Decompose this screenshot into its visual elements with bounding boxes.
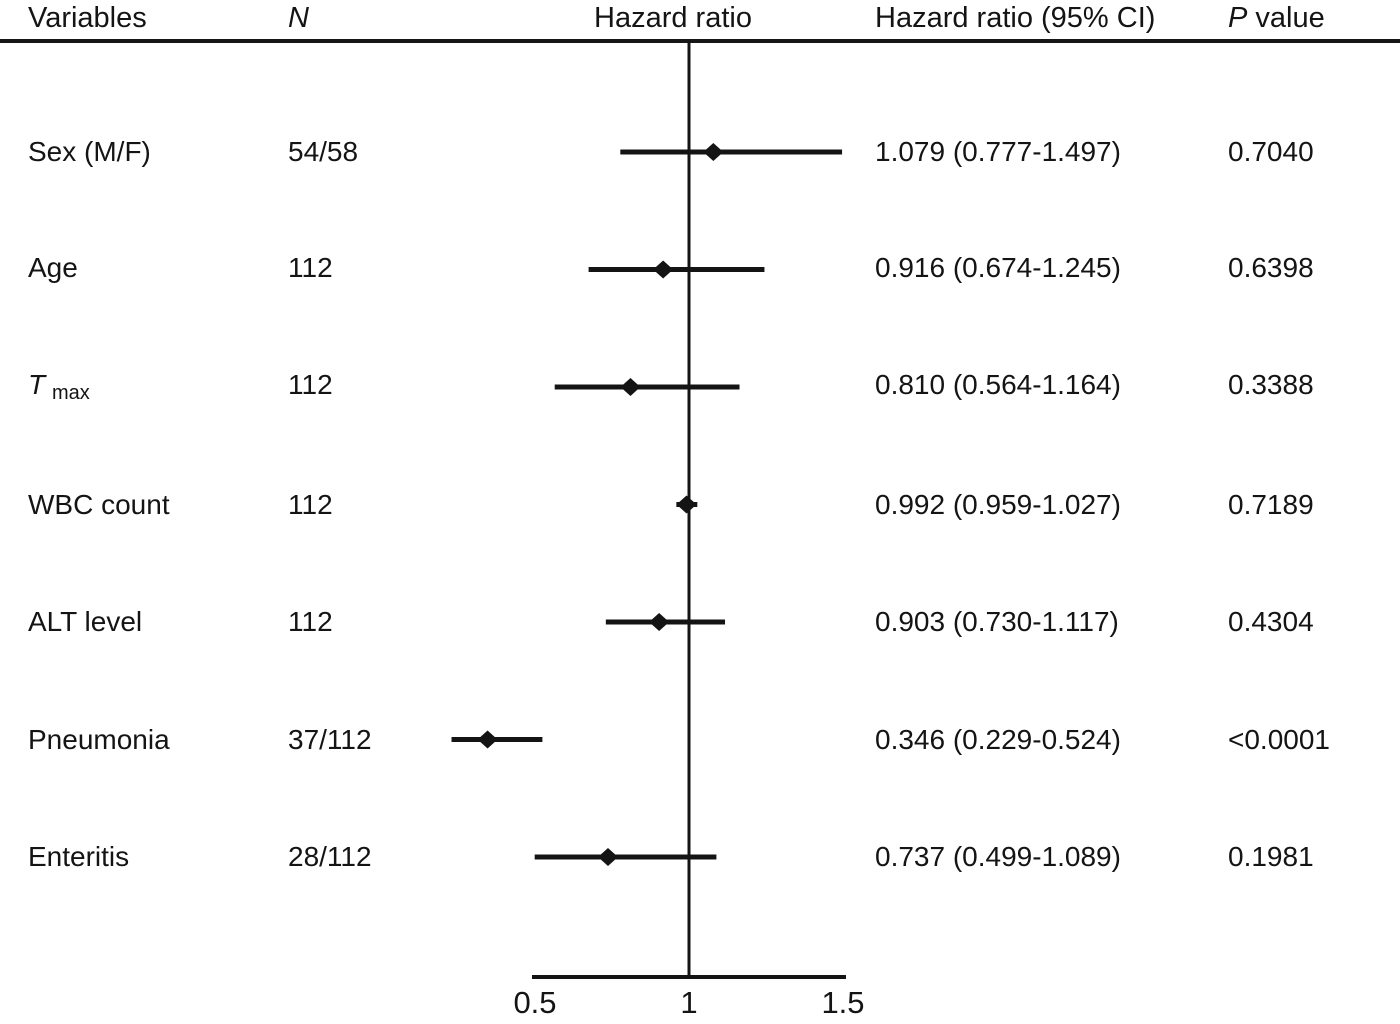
row-variable: Sex (M/F) [28, 136, 151, 167]
row-n: 28/112 [288, 841, 372, 872]
header-p-value: P value [1228, 2, 1325, 35]
hr-diamond [597, 848, 618, 866]
row-variable: ALT level [28, 606, 143, 637]
row-p-value: 0.1981 [1228, 841, 1314, 872]
row-hr-ci: 0.903 (0.730-1.117) [875, 606, 1119, 637]
table-row: ALT level 112 0.903 (0.730-1.117) 0.4304 [0, 600, 1400, 644]
row-hr-ci: 0.916 (0.674-1.245) [875, 252, 1121, 283]
table-row: T max 112 0.810 (0.564-1.164) 0.3388 [0, 363, 1400, 407]
table-row: Age 112 0.916 (0.674-1.245) 0.6398 [0, 246, 1400, 290]
row-p-value: 0.4304 [1228, 606, 1314, 637]
row-n: 112 [288, 252, 333, 283]
header-p-rest: value [1247, 2, 1325, 34]
row-n: 54/58 [288, 136, 359, 167]
x-tick-label: 1.5 [821, 985, 865, 1020]
header-hazard-ratio-plot: Hazard ratio [594, 2, 752, 34]
row-variable: Pneumonia [28, 724, 170, 755]
row-hr-ci: 0.737 (0.499-1.089) [875, 841, 1121, 872]
hr-diamond [649, 613, 670, 631]
table-row: Sex (M/F) 54/58 1.079 (0.777-1.497) 0.70… [0, 130, 1400, 174]
row-hr-ci: 1.079 (0.777-1.497) [875, 136, 1121, 167]
row-hr-ci: 0.810 (0.564-1.164) [875, 369, 1121, 400]
table-row: Pneumonia 37/112 0.346 (0.229-0.524) <0.… [0, 718, 1400, 762]
hr-diamond [653, 260, 674, 279]
header-variables: Variables [28, 2, 147, 34]
row-variable: T [28, 369, 46, 400]
table-header: Variables N Hazard ratio Hazard ratio (9… [0, 0, 1400, 40]
row-p-value: <0.0001 [1228, 724, 1330, 755]
hr-diamond [620, 378, 641, 396]
row-hr-ci: 0.346 (0.229-0.524) [875, 724, 1121, 755]
table-row: Enteritis 28/112 0.737 (0.499-1.089) 0.1… [0, 835, 1400, 879]
row-hr-ci: 0.992 (0.959-1.027) [875, 489, 1121, 520]
row-p-value: 0.7189 [1228, 489, 1314, 520]
x-tick-label: 1 [680, 985, 698, 1020]
hr-diamond [703, 143, 724, 161]
header-rule [0, 39, 1400, 43]
row-variable: Enteritis [28, 841, 130, 872]
table-row: WBC count 112 0.992 (0.959-1.027) 0.7189 [0, 483, 1400, 527]
row-variable: Age [28, 252, 78, 283]
hr-diamond [477, 730, 498, 749]
row-n: 112 [288, 369, 333, 400]
row-p-value: 0.6398 [1228, 252, 1314, 283]
header-n: N [288, 2, 309, 34]
header-p-italic: P [1228, 2, 1248, 34]
row-p-value: 0.7040 [1228, 136, 1314, 167]
row-n: 37/112 [288, 724, 372, 755]
header-hazard-ratio-ci: Hazard ratio (95% CI) [875, 2, 1156, 34]
row-n: 112 [288, 489, 333, 520]
x-tick-label: 0.5 [513, 985, 557, 1020]
row-p-value: 0.3388 [1228, 369, 1314, 400]
row-variable: WBC count [28, 489, 170, 520]
hr-diamond [676, 495, 697, 514]
row-n: 112 [288, 606, 333, 637]
row-variable-subscript: max [52, 382, 90, 404]
